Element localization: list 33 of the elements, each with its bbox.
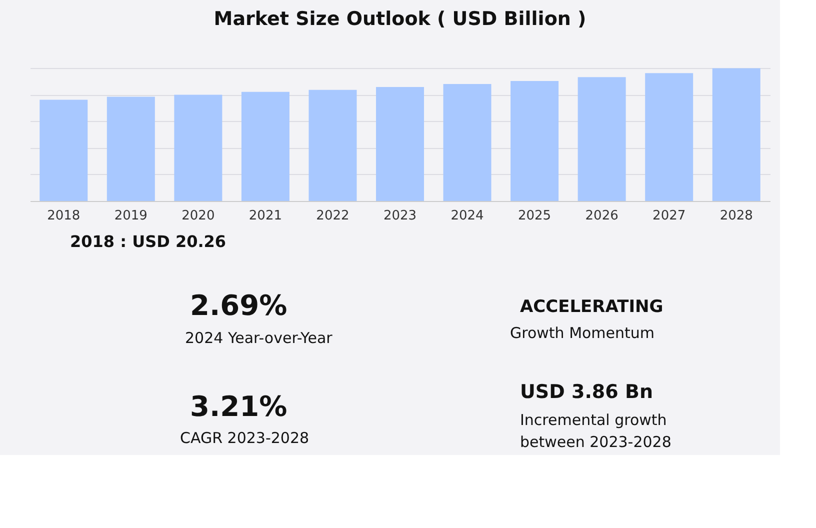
x-tick-label: 2028 [720,208,753,224]
x-tick-label: 2023 [383,208,417,224]
text: 2.69% [190,289,288,322]
bar [40,100,88,201]
bar [174,94,222,201]
bar [241,92,290,201]
x-tick-label: 2027 [652,208,686,224]
x-tick-label: 2026 [585,208,618,224]
bar [308,90,357,201]
text: USD 3.86 Bn [520,381,653,403]
bar [712,68,760,201]
text: Incremental growth [520,411,667,429]
x-tick-label: 2025 [518,208,552,224]
bar [578,77,626,201]
x-tick-label: 2021 [248,208,282,224]
x-tick-label: 2018 [47,208,80,224]
x-tick-label: 2020 [182,208,215,224]
bar [106,96,155,201]
text: ACCELERATING [520,297,664,317]
bar [443,84,492,201]
text: CAGR 2023-2028 [180,429,310,447]
x-tick-label: 2019 [114,208,148,224]
text: 2018 : USD 20.26 [70,232,226,251]
x-tick-label: 2022 [316,208,350,224]
text: Growth Momentum [510,324,655,342]
text: 2024 Year-over-Year [185,329,334,347]
text: between 2023-2028 [520,433,672,451]
text: 3.21% [190,390,288,423]
chart-title: Market Size Outlook ( USD Billion ) [214,8,586,30]
bar [376,86,424,201]
x-tick-label: 2024 [450,208,484,224]
bar [510,81,559,201]
bar [645,73,694,201]
